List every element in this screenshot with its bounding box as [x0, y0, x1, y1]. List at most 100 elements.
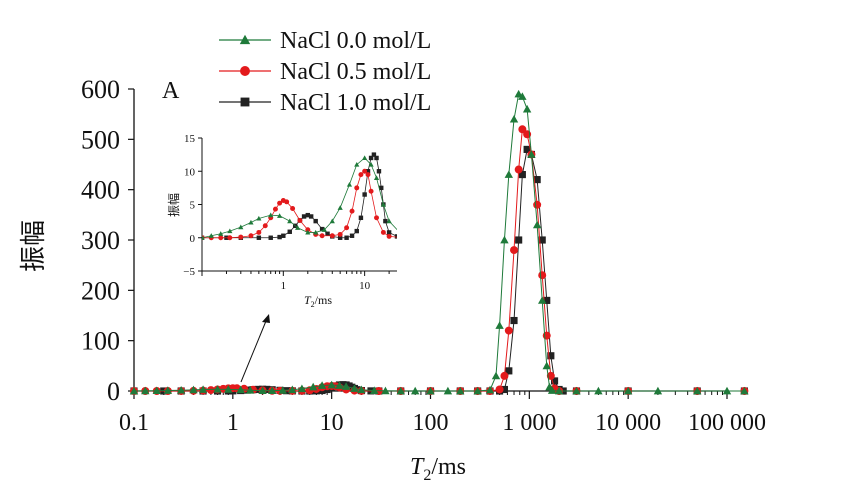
inset-data-point [218, 231, 224, 236]
inset-data-point [401, 235, 406, 240]
inset-data-point [248, 233, 254, 239]
inset-data-point [354, 162, 360, 167]
data-point [510, 246, 519, 255]
series-1 [129, 89, 749, 395]
data-point [554, 386, 564, 395]
inset-data-point [368, 155, 374, 161]
legend-label: NaCl 0.5 mol/L [280, 59, 431, 85]
data-point [495, 385, 504, 394]
inset-data-point [287, 218, 293, 224]
data-point [693, 386, 702, 395]
data-point [246, 386, 255, 394]
inset-data-point [358, 215, 364, 221]
inset-data-point [362, 155, 368, 161]
inset-x-axis-label-main: T [304, 293, 312, 307]
data-point [518, 125, 527, 134]
data-point [533, 176, 541, 184]
inset-data-point [380, 229, 386, 235]
series-2 [130, 125, 749, 395]
data-point [522, 104, 532, 113]
inset-data-point [238, 224, 244, 230]
inset-y-tick-label: 5 [190, 200, 196, 212]
inset-data-point [386, 218, 392, 224]
data-point [505, 367, 513, 375]
inset-data-point [268, 235, 273, 240]
inset-data-point [368, 188, 374, 194]
legend-label: NaCl 1.0 mol/L [280, 90, 431, 116]
x-tick-label: 1 000 [502, 410, 556, 436]
x-tick-label: 0.1 [119, 410, 149, 436]
inset-tick-labels: −5 0 5 10 15 1 10 [183, 133, 370, 292]
inset-pointer-arrow [240, 314, 270, 383]
inset-data-point [365, 172, 371, 178]
inset-data-point [362, 192, 367, 197]
data-point [722, 386, 732, 395]
inset-data-point [227, 235, 233, 241]
inset-data-point [248, 219, 254, 225]
data-point [538, 236, 546, 244]
inset-data-point [305, 229, 311, 235]
inset-data-point [346, 181, 353, 187]
inset-data-point [329, 233, 335, 239]
series-line [133, 93, 745, 392]
inset-data-point [290, 206, 296, 211]
data-point [141, 386, 150, 395]
inset-y-tick-label: 0 [190, 233, 196, 245]
inset-data-point [337, 205, 343, 210]
inset-data-point [256, 235, 262, 240]
y-axis-label: 振幅 [19, 220, 48, 272]
inset-data-point [383, 218, 388, 224]
data-point [288, 385, 297, 394]
data-point [410, 386, 420, 395]
data-point [224, 385, 233, 393]
y-tick-label: 300 [81, 226, 120, 255]
data-point [297, 384, 307, 393]
data-point [500, 235, 509, 244]
data-point [547, 352, 555, 360]
data-point [263, 385, 271, 393]
main-series-layer [129, 89, 749, 395]
data-point [515, 236, 523, 244]
inset-data-point [344, 225, 350, 231]
inset-data-point [256, 229, 262, 235]
data-point [538, 271, 547, 280]
inset-data-point [376, 169, 382, 174]
inset-data-point [394, 234, 397, 239]
data-point [594, 386, 603, 395]
y-tick-label: 0 [107, 377, 120, 406]
inset-data-point [337, 235, 343, 240]
inset-data-point [371, 152, 377, 157]
data-point [547, 386, 557, 394]
data-point [485, 385, 495, 394]
inset-data-point [349, 208, 355, 214]
data-point [163, 386, 173, 394]
data-point [572, 386, 581, 395]
data-point [538, 296, 547, 304]
data-point [327, 380, 336, 389]
x-axis-label-main: T [410, 454, 425, 480]
y-tick-label: 400 [81, 176, 120, 205]
data-point [623, 386, 633, 395]
data-point [206, 386, 215, 395]
x-tick-label: 100 000 [688, 410, 766, 436]
inset-series-line [202, 170, 397, 239]
data-point [500, 371, 509, 380]
data-point [514, 165, 523, 174]
inset-data-point [238, 234, 244, 240]
data-point [510, 316, 518, 325]
data-point [370, 386, 379, 394]
x-axis-label-sub: 2 [423, 467, 431, 484]
legend-entry: NaCl 0.5 mol/L [219, 59, 431, 85]
data-point [189, 385, 198, 394]
inset-data-point [218, 235, 224, 241]
legend-marker [240, 66, 250, 76]
series-line [134, 128, 745, 392]
inset-data-point [401, 236, 405, 240]
data-point [308, 382, 318, 391]
inset-series-layer [202, 152, 406, 241]
inset-data-point [319, 226, 325, 232]
data-point [278, 386, 287, 394]
series-line [134, 148, 745, 392]
inset-y-tick-label: 15 [184, 133, 196, 145]
